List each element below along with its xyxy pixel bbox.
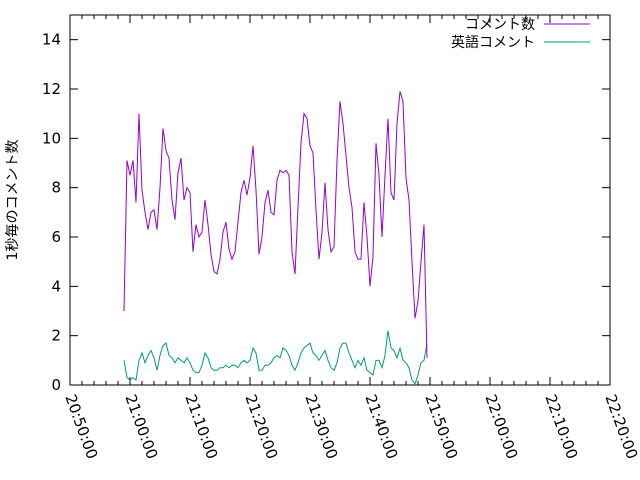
x-tick-label: 22:20:00	[601, 392, 640, 461]
y-tick-label: 6	[51, 228, 61, 246]
legend-label: 英語コメント	[451, 34, 535, 51]
x-tick-label: 22:00:00	[481, 392, 521, 461]
y-tick-label: 0	[51, 376, 61, 394]
x-tick-label: 21:20:00	[241, 392, 281, 461]
plot-frame	[69, 14, 611, 386]
x-tick-label: 22:10:00	[541, 392, 581, 461]
x-tick-label: 20:50:00	[61, 392, 101, 461]
y-tick-label: 14	[42, 31, 61, 49]
y-tick-label: 12	[42, 80, 61, 98]
x-tick-label: 21:50:00	[421, 392, 461, 461]
x-tick-label: 21:10:00	[181, 392, 221, 461]
x-axis: 20:50:00 21:00:00 21:10:00 21:20:00 21:30:00…	[61, 15, 640, 461]
series-layer	[123, 91, 428, 385]
series-line-2	[123, 330, 428, 385]
x-tick-label: 21:00:00	[121, 392, 161, 461]
y-axis-title: 1秒毎のコメント数	[5, 140, 21, 261]
x-tick-label: 21:30:00	[301, 392, 341, 461]
series-line-1	[123, 91, 428, 358]
y-tick-label: 4	[51, 277, 61, 295]
y-tick-label: 2	[51, 327, 61, 345]
y-tick-label: 10	[42, 129, 61, 147]
y-axis: 0 2 4 6 8 10 12 14	[42, 31, 610, 394]
legend-label: コメント数	[465, 17, 535, 33]
x-tick-label: 21:40:00	[361, 392, 401, 461]
y-tick-label: 8	[51, 179, 61, 197]
